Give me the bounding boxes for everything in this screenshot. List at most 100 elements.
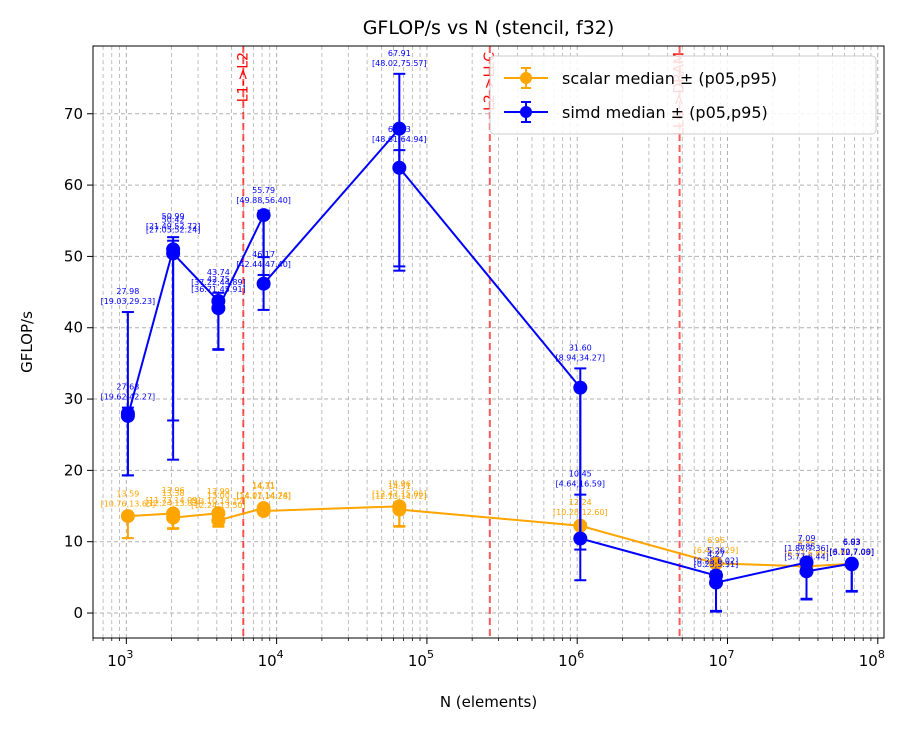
- data-range-label: [0.25,6.02]: [694, 557, 738, 566]
- data-point: [120, 408, 135, 423]
- data-range-label: [10.76,13.65]: [101, 500, 156, 509]
- y-tick-label: 50: [64, 247, 83, 265]
- data-point: [392, 160, 407, 175]
- x-tick-label: 105: [408, 648, 434, 670]
- data-range-label: [8.94,34.27]: [556, 353, 606, 362]
- data-label: 27.63: [116, 383, 139, 392]
- data-label: 43.74: [207, 268, 230, 277]
- data-range-label: [14.11,14.28]: [236, 492, 291, 501]
- data-range-label: [37.22,44.89]: [191, 278, 246, 287]
- data-point: [120, 509, 135, 524]
- data-point: [211, 301, 226, 316]
- grid-layer: [92, 46, 884, 638]
- data-point: [166, 510, 181, 525]
- axes: 103 104 105 106 107 108 0 10 20 30 40 50 60 70: [64, 105, 885, 670]
- data-label: 4.27: [707, 550, 725, 559]
- data-label: 14.51: [388, 482, 411, 491]
- data-range-label: [19.03,29.23]: [101, 297, 156, 306]
- data-point: [799, 564, 814, 579]
- y-tick-label: 30: [64, 390, 83, 408]
- data-range-label: [27.05,52.24]: [146, 226, 201, 235]
- data-point: [166, 246, 181, 261]
- x-axis-title: N (elements): [440, 693, 537, 711]
- data-range-label: [19.62,42.27]: [101, 393, 156, 402]
- y-tick-label: 70: [64, 105, 83, 123]
- y-tick-label: 20: [64, 461, 83, 479]
- legend-entry: simd median ± (p05,p95): [504, 101, 768, 123]
- legend-label: simd median ± (p05,p95): [562, 103, 768, 122]
- data-range-label: [12.24,13.81]: [146, 499, 201, 508]
- data-label: 13.96: [162, 486, 185, 495]
- data-range-label: [12.13,14.72]: [372, 492, 427, 501]
- data-label: 6.83: [843, 538, 861, 547]
- data-range-label: [49.88,56.40]: [236, 196, 291, 205]
- data-point: [573, 380, 588, 395]
- data-label: 13.59: [116, 490, 139, 499]
- data-point: [256, 276, 271, 291]
- data-label: 31.60: [569, 343, 592, 352]
- legend-marker: [520, 106, 532, 118]
- x-tick-label: 107: [708, 648, 734, 670]
- vline-label: L1->L2: [235, 52, 251, 102]
- data-range-label: [14.07,14.74]: [236, 491, 291, 500]
- data-range-label: [5.77,6.44]: [784, 552, 828, 561]
- data-range-label: [4.64,16.59]: [556, 480, 606, 489]
- legend-marker: [520, 72, 532, 84]
- data-range-label: [6.42,7.29]: [694, 546, 738, 555]
- data-range-label: [12.47,15.06]: [372, 490, 427, 499]
- data-range-label: [1.87,7.36]: [784, 544, 828, 553]
- data-label: 55.79: [252, 186, 275, 195]
- data-point: [256, 503, 271, 518]
- data-label: 6.93: [843, 537, 861, 546]
- data-label: 13.99: [207, 487, 230, 496]
- data-point: [211, 513, 226, 528]
- data-point: [709, 575, 724, 590]
- data-label: 62.43: [388, 125, 411, 134]
- data-range-label: [42.44,47.40]: [236, 260, 291, 269]
- data-label: 14.31: [252, 482, 275, 491]
- data-label: 5.26: [707, 547, 725, 556]
- data-label: 10.45: [569, 470, 592, 479]
- x-tick-label: 106: [558, 648, 584, 670]
- data-point: [256, 208, 271, 223]
- data-range-label: [36.71,45.91]: [191, 285, 246, 294]
- data-label: 14.96: [388, 480, 411, 489]
- legend-box: [489, 55, 877, 135]
- data-range-label: [3.12,7.05]: [830, 548, 874, 557]
- y-tick-label: 10: [64, 533, 83, 551]
- data-label: 42.75: [207, 275, 230, 284]
- data-range-label: [6.70,7.00]: [830, 547, 874, 556]
- data-range-label: [13.10,14.12]: [191, 497, 246, 506]
- data-range-label: [11.73,14.05]: [146, 496, 201, 505]
- data-point: [392, 121, 407, 136]
- y-tick-label: 60: [64, 176, 83, 194]
- data-label: 6.55: [798, 539, 816, 548]
- data-range-label: [12.24,13.50]: [191, 501, 246, 510]
- series-layer: 13.59[10.76,13.65] 13.96[11.73,14.05]13.3…: [101, 49, 874, 613]
- y-axis-title: GFLOP/s: [18, 311, 36, 373]
- data-point: [573, 531, 588, 546]
- data-point: [844, 557, 859, 572]
- data-label: 27.98: [116, 287, 139, 296]
- data-range-label: [21.49,52.72]: [146, 222, 201, 231]
- data-range-label: [48.02,75.57]: [372, 59, 427, 68]
- data-label: 50.42: [162, 216, 185, 225]
- series-1: 27.98[19.03,29.23] 27.63[19.62,42.27] 50.9…: [101, 49, 874, 613]
- y-tick-label: 0: [73, 604, 83, 622]
- data-label: 13.38: [162, 489, 185, 498]
- data-label: 50.99: [162, 212, 185, 221]
- chart-title: GFLOP/s vs N (stencil, f32): [363, 17, 615, 39]
- data-label: 5.85: [798, 542, 816, 551]
- data-label: 7.09: [798, 534, 816, 543]
- data-label: 13.00: [207, 491, 230, 500]
- data-label: 6.91: [843, 537, 861, 546]
- data-label: 6.96: [707, 536, 725, 545]
- data-point: [392, 502, 407, 517]
- x-tick-label: 108: [859, 648, 885, 670]
- data-label: 14.71: [252, 481, 275, 490]
- x-tick-label: 104: [258, 648, 284, 670]
- data-label: 46.17: [252, 250, 275, 259]
- plot-frame: [92, 45, 885, 639]
- data-label: 67.91: [388, 49, 411, 58]
